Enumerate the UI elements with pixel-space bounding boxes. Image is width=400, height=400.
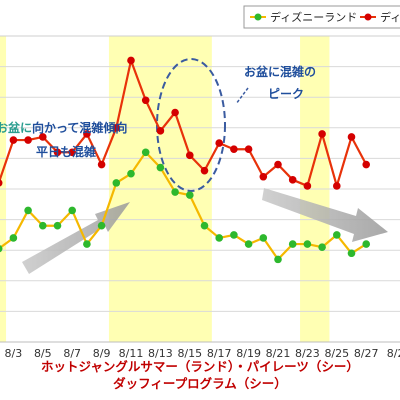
annotation-weekday: 平日も混雑 (36, 144, 96, 159)
x-tick-label-12: 8/27 (354, 347, 379, 360)
annotation-toward-obon-rest: 向かって混雑傾向 (32, 120, 127, 135)
x-tick-label-6: 8/15 (177, 347, 202, 360)
series-0-point-23 (318, 243, 326, 251)
series-0 (0, 148, 371, 264)
series-1-point-2 (9, 136, 18, 144)
series-0-point-20 (274, 255, 282, 264)
annotation-obon-peak-line1: お盆に混雑の (244, 64, 316, 79)
x-tick-label-7: 8/17 (207, 347, 232, 360)
series-0-point-15 (200, 221, 209, 230)
series-0-point-2 (9, 234, 18, 242)
legend-label-land: ディズニーランド (270, 10, 357, 24)
x-tick-labels: 8/3 8/5 8/7 8/9 8/11 8/13 8/15 8/17 8/19 8/21 8/23… (5, 347, 400, 360)
legend: ディズニーランド ディズニーシー (243, 5, 400, 29)
annotation-toward-obon: お盆に向かって混雑傾向 (0, 120, 127, 135)
series-0-point-5 (53, 221, 62, 230)
series-0-point-12 (156, 163, 165, 172)
x-tick-label-13: 8/2 (387, 347, 400, 360)
series-1-point-10 (127, 56, 135, 65)
series-layer (0, 56, 371, 264)
legend-label-sea: ディズニーシー (380, 10, 400, 24)
annotation-toward-obon-prefix: お盆に (0, 120, 32, 135)
series-1-point-19 (259, 172, 268, 181)
series-1-point-7 (83, 130, 91, 138)
x-tick-label-8: 8/19 (236, 347, 261, 360)
series-0-point-4 (39, 221, 47, 230)
series-1-point-23 (318, 130, 326, 138)
series-0-point-6 (68, 206, 76, 215)
series-0-point-21 (288, 240, 297, 248)
series-1-point-24 (333, 182, 341, 190)
series-1-point-16 (215, 139, 223, 147)
series-0-point-16 (215, 234, 223, 242)
series-1-point-25 (347, 133, 356, 141)
x-tick-label-5: 8/13 (148, 347, 173, 360)
series-1-point-15 (200, 166, 209, 175)
caption-line2: ダッフィープログラム（シー） (113, 376, 287, 391)
x-tick-label-3: 8/9 (93, 347, 111, 360)
series-0-point-26 (362, 240, 371, 248)
x-tick-label-9: 8/21 (266, 347, 291, 360)
series-1-point-17 (230, 145, 238, 154)
series-1-point-26 (362, 160, 371, 169)
series-1-point-4 (39, 133, 47, 141)
legend-swatch-sea-marker (364, 13, 372, 21)
series-0-point-18 (244, 240, 253, 248)
series-0-point-10 (127, 169, 135, 178)
x-tick-label-2: 8/7 (63, 347, 81, 360)
series-0-point-7 (83, 240, 91, 248)
series-1-point-20 (274, 160, 282, 169)
x-tick-label-10: 8/23 (295, 347, 320, 360)
legend-box (243, 5, 400, 29)
series-1-point-5 (53, 148, 62, 157)
annotation-obon-peak-line2: ピーク (268, 87, 304, 101)
series-1-point-13 (171, 108, 179, 117)
series-1-point-8 (97, 160, 106, 169)
series-0-point-25 (347, 249, 356, 258)
series-0-point-1 (0, 245, 3, 253)
x-tick-label-0: 8/3 (5, 347, 23, 360)
caption-line1: ホットジャングルサマー（ランド）・パイレーツ（シー） (41, 359, 359, 374)
trend-arrow-down (262, 188, 388, 242)
series-1-point-3 (24, 136, 32, 144)
series-0-point-13 (171, 188, 179, 196)
series-1-point-21 (288, 176, 297, 184)
series-1-point-6 (68, 148, 76, 157)
series-1-point-12 (156, 127, 165, 135)
series-0-point-11 (141, 148, 150, 157)
series-1-point-18 (244, 145, 253, 154)
series-0-point-9 (112, 179, 121, 187)
series-1-point-22 (303, 182, 312, 190)
x-tick-label-1: 8/5 (34, 347, 52, 360)
series-0-point-19 (259, 234, 268, 242)
series-0-point-8 (97, 221, 106, 230)
series-0-point-24 (333, 231, 341, 239)
series-0-point-22 (303, 240, 312, 248)
series-1 (0, 56, 371, 190)
x-tick-label-11: 8/25 (324, 347, 349, 360)
series-0-point-17 (230, 231, 238, 239)
series-0-point-3 (24, 206, 32, 215)
x-tick-label-4: 8/11 (119, 347, 144, 360)
series-1-point-11 (141, 96, 150, 105)
series-1-point-9 (112, 124, 121, 132)
series-1-point-1 (0, 179, 3, 187)
series-0-point-14 (186, 191, 194, 199)
peak-pointer (235, 87, 249, 105)
series-1-point-14 (186, 151, 194, 160)
legend-swatch-land-marker (254, 13, 262, 21)
